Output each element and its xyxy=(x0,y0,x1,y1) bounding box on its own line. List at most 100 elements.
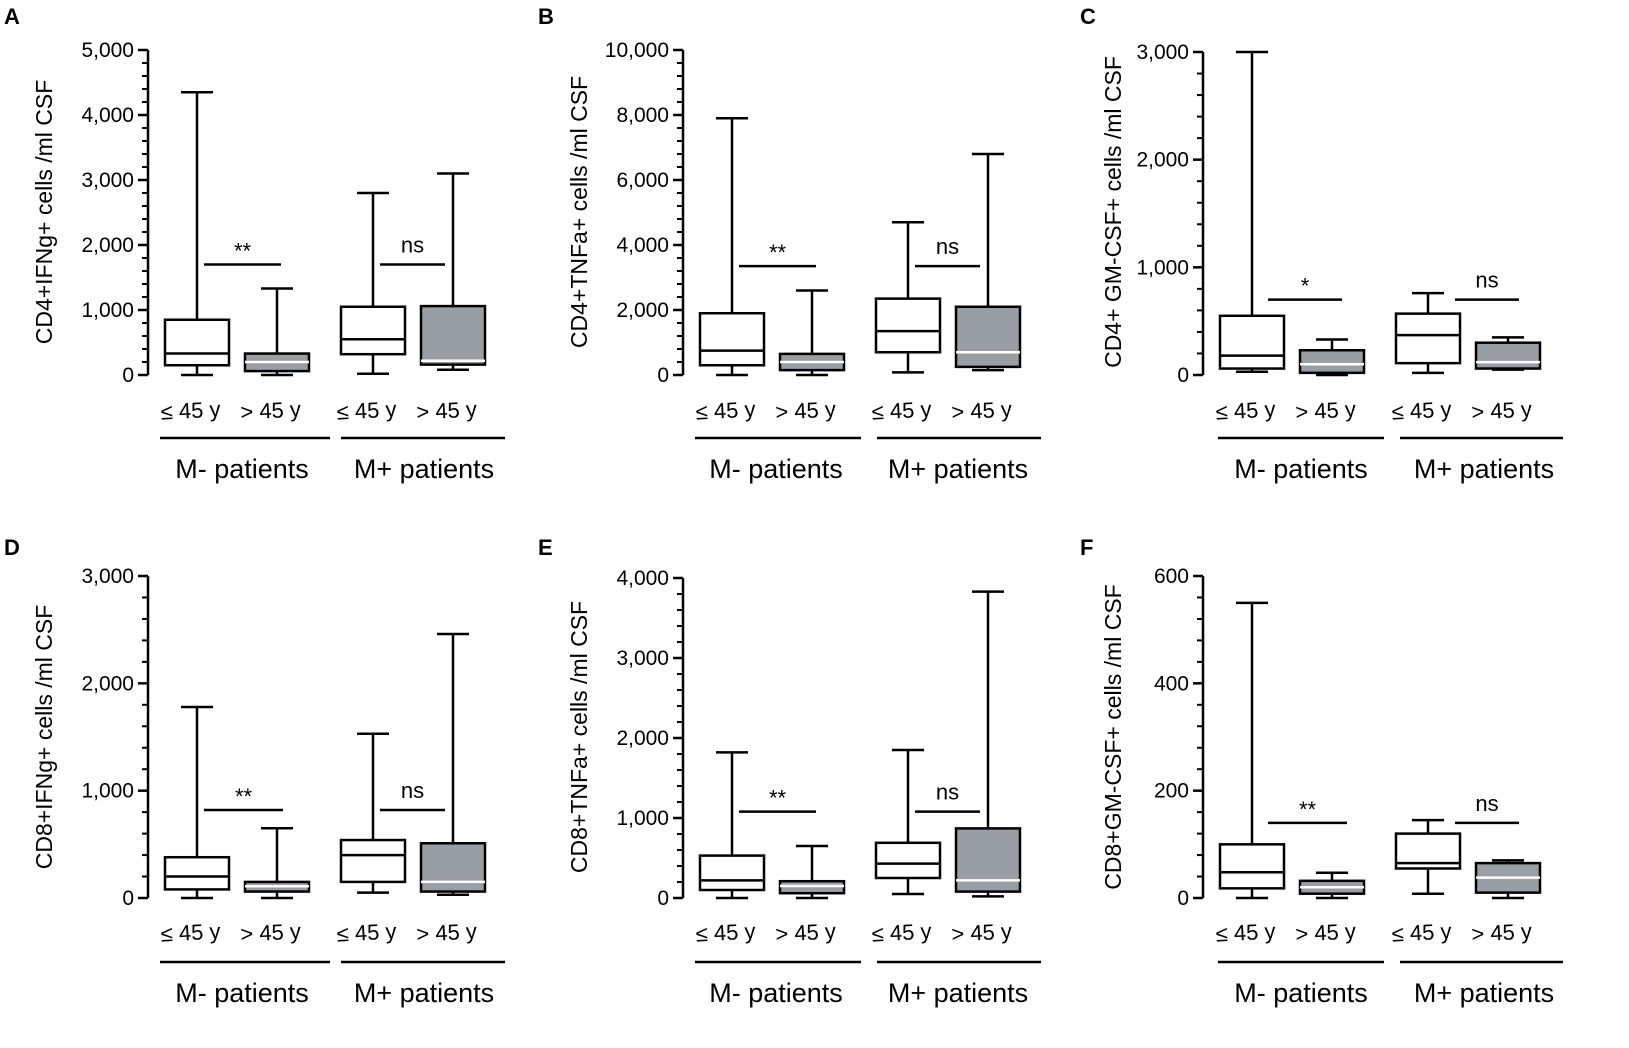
box-1 xyxy=(698,751,766,900)
group-label: M- patients xyxy=(1234,454,1368,484)
box-3 xyxy=(1394,291,1462,375)
box-3 xyxy=(339,191,407,375)
iqr-box xyxy=(339,838,407,884)
box-3 xyxy=(339,732,407,894)
box-1 xyxy=(163,705,231,900)
y-tick-label: 400 xyxy=(1154,672,1189,695)
y-tick-label: 2,000 xyxy=(616,299,669,322)
category-label: ≤ 45 y xyxy=(1391,918,1452,946)
category-label: ≤ 45 y xyxy=(871,396,932,424)
category-label: ≤ 45 y xyxy=(1215,918,1276,946)
category-label: ≤ 45 y xyxy=(871,918,932,946)
iqr-box xyxy=(698,312,766,367)
box-3 xyxy=(1394,818,1462,895)
y-tick-label: 0 xyxy=(657,364,669,387)
significance-label: ns xyxy=(1475,268,1498,293)
group-label: M- patients xyxy=(175,454,309,484)
category-label: ≤ 45 y xyxy=(1215,396,1276,424)
panel-letter: D xyxy=(4,535,20,560)
y-tick-label: 2,000 xyxy=(616,727,669,750)
y-tick-label: 1,000 xyxy=(616,807,669,830)
iqr-box xyxy=(1218,314,1286,370)
y-tick-label: 1,000 xyxy=(1136,256,1189,279)
box-4 xyxy=(954,590,1022,898)
iqr-box xyxy=(698,854,766,892)
category-label: ≤ 45 y xyxy=(695,396,756,424)
significance-label: ns xyxy=(936,780,959,805)
panel-e: E CD8+TNFa+ cells /ml CSF 0 1,000 2,000 3,000… xyxy=(538,535,1041,1008)
panel-letter: B xyxy=(538,4,554,29)
y-tick-label: 0 xyxy=(122,364,134,387)
category-label: ≤ 45 y xyxy=(336,918,397,946)
category-label: > 45 y xyxy=(240,918,302,946)
category-label: > 45 y xyxy=(1295,396,1357,424)
panel-letter: E xyxy=(538,535,553,560)
category-label: ≤ 45 y xyxy=(695,918,756,946)
group-label: M+ patients xyxy=(888,978,1028,1008)
y-axis-label: CD8+TNFa+ cells /ml CSF xyxy=(566,601,592,873)
category-label: ≤ 45 y xyxy=(160,396,221,424)
significance-label: ** xyxy=(1299,797,1317,822)
y-axis-label: CD8+IFNg+ cells /ml CSF xyxy=(31,605,57,870)
category-label: > 45 y xyxy=(240,396,302,424)
significance-label: * xyxy=(1301,274,1310,299)
y-tick-label: 0 xyxy=(122,887,134,910)
y-tick-label: 4,000 xyxy=(616,567,669,590)
y-tick-label: 0 xyxy=(1177,887,1189,910)
y-tick-label: 4,000 xyxy=(81,104,134,127)
y-tick-label: 10,000 xyxy=(605,39,669,62)
iqr-box xyxy=(163,855,231,891)
y-tick-label: 1,000 xyxy=(81,299,134,322)
y-axis-label: CD4+ GM-CSF+ cells /ml CSF xyxy=(1100,56,1126,368)
category-label: > 45 y xyxy=(775,918,837,946)
significance-label: ** xyxy=(769,786,787,811)
box-4 xyxy=(419,632,487,897)
category-label: ≤ 45 y xyxy=(1391,396,1452,424)
group-label: M- patients xyxy=(1234,978,1368,1008)
y-tick-label: 600 xyxy=(1154,565,1189,588)
category-label: > 45 y xyxy=(416,918,478,946)
y-tick-label: 0 xyxy=(657,887,669,910)
panel-d: D CD8+IFNg+ cells /ml CSF 0 1,000 2,000 3,000… xyxy=(4,535,505,1008)
box-2 xyxy=(1298,338,1366,377)
y-tick-label: 3,000 xyxy=(616,647,669,670)
group-label: M+ patients xyxy=(888,454,1028,484)
significance-label: ns xyxy=(401,233,424,258)
group-label: M+ patients xyxy=(354,978,494,1008)
y-tick-label: 2,000 xyxy=(81,672,134,695)
iqr-box xyxy=(874,841,942,880)
iqr-box xyxy=(954,827,1022,893)
box-2 xyxy=(1298,871,1366,900)
box-4 xyxy=(1474,859,1542,900)
panel-b: B CD4+TNFa+ cells /ml CSF 0 2,000 4,000 6,000… xyxy=(538,4,1041,484)
significance-label: ** xyxy=(234,239,252,264)
y-tick-label: 2,000 xyxy=(81,234,134,257)
box-4 xyxy=(419,172,487,372)
iqr-box xyxy=(419,842,487,893)
category-label: > 45 y xyxy=(1471,396,1533,424)
group-label: M- patients xyxy=(709,978,843,1008)
group-label: M- patients xyxy=(709,454,843,484)
y-axis-label: CD4+IFNg+ cells /ml CSF xyxy=(31,80,57,345)
panel-f: F CD8+GM-CSF+ cells /ml CSF 0 200 400 600 ≤ 45… xyxy=(1080,535,1563,1008)
category-label: > 45 y xyxy=(775,396,837,424)
iqr-box xyxy=(874,297,942,354)
y-tick-label: 200 xyxy=(1154,780,1189,803)
iqr-box xyxy=(339,305,407,356)
category-label: ≤ 45 y xyxy=(160,918,221,946)
group-label: M+ patients xyxy=(354,454,494,484)
box-2 xyxy=(243,287,311,377)
significance-label: ns xyxy=(1475,791,1498,816)
y-tick-label: 3,000 xyxy=(81,565,134,588)
box-3 xyxy=(874,221,942,374)
panel-letter: C xyxy=(1080,4,1096,29)
box-2 xyxy=(778,289,846,377)
iqr-box xyxy=(1218,843,1286,890)
y-tick-label: 4,000 xyxy=(616,234,669,257)
significance-label: ns xyxy=(401,778,424,803)
box-4 xyxy=(1474,336,1542,371)
group-label: M+ patients xyxy=(1414,454,1554,484)
group-label: M+ patients xyxy=(1414,978,1554,1008)
category-label: > 45 y xyxy=(1471,918,1533,946)
